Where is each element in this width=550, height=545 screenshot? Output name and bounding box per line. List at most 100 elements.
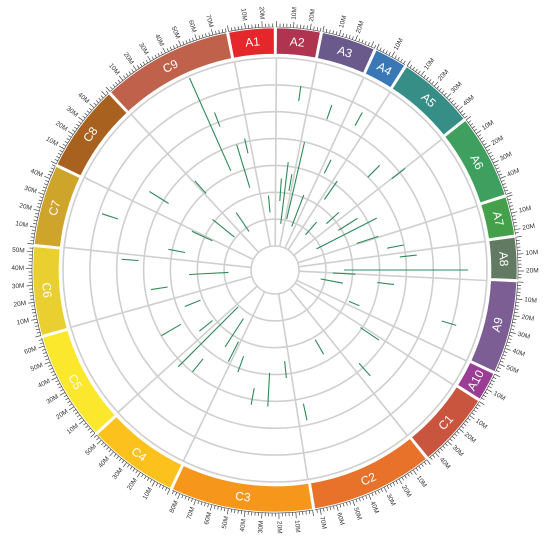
axis-tick <box>512 218 517 221</box>
axis-tick <box>509 331 516 334</box>
axis-tick <box>432 454 436 458</box>
axis-tick <box>418 465 422 470</box>
axis-tick <box>237 510 239 514</box>
axis-tick <box>181 494 184 499</box>
tick-label: 30M <box>451 444 465 458</box>
axis-tick <box>78 121 82 124</box>
data-mark <box>348 300 360 307</box>
axis-tick <box>234 509 236 514</box>
segment-axis <box>322 31 375 49</box>
axis-tick <box>433 81 439 87</box>
axis-tick <box>477 134 482 137</box>
axis-tick <box>234 26 236 31</box>
tick-label: 60M <box>187 19 198 33</box>
axis-tick <box>395 480 399 484</box>
tick-label: 50M <box>84 443 98 457</box>
axis-tick <box>516 298 523 300</box>
axis-tick <box>339 504 342 508</box>
segment-a3 <box>317 32 375 74</box>
axis-tick <box>470 123 474 126</box>
axis-tick <box>76 414 81 418</box>
grid-ring-inner <box>250 245 300 295</box>
axis-tick <box>192 37 194 42</box>
axis-tick <box>93 102 97 106</box>
axis-tick <box>420 70 425 76</box>
data-mark <box>161 323 182 337</box>
axis-tick <box>508 335 513 337</box>
segment-a7 <box>480 196 515 239</box>
axis-tick <box>35 328 40 331</box>
axis-tick <box>358 38 361 43</box>
axis-tick <box>101 442 105 446</box>
segment-label: C9 <box>160 56 180 76</box>
tick-label: 10M <box>481 119 495 132</box>
axis-tick <box>26 250 33 253</box>
axis-tick <box>215 30 217 35</box>
data-mark <box>356 235 379 244</box>
axis-tick <box>491 158 495 161</box>
axis-tick <box>34 322 38 324</box>
tick-label: 10M <box>66 422 80 435</box>
axis-tick <box>72 409 77 412</box>
data-mark <box>224 318 244 348</box>
axis-tick <box>65 397 69 401</box>
axis-tick <box>83 422 87 426</box>
axis-tick <box>208 32 211 37</box>
axis-tick <box>223 507 226 512</box>
axis-tick <box>377 489 380 494</box>
axis-tick <box>87 427 91 431</box>
tick-label: 40M <box>11 265 24 272</box>
axis-tick <box>479 401 485 406</box>
segment-a1 <box>228 27 275 59</box>
axis-tick <box>139 63 143 67</box>
tick-label: 10M <box>15 220 29 229</box>
axis-tick <box>456 430 460 434</box>
axis-tick <box>474 128 478 132</box>
axis-tick <box>485 144 491 149</box>
axis-tick <box>473 409 477 413</box>
axis-tick <box>132 468 136 472</box>
axis-tick <box>468 120 472 123</box>
axis-tick <box>177 493 181 500</box>
axis-tick <box>293 21 295 28</box>
axis-tick <box>448 97 452 101</box>
axis-tick <box>164 487 168 491</box>
tick-label: 40M <box>506 167 520 178</box>
axis-tick <box>426 459 431 465</box>
axis-tick <box>306 25 308 30</box>
axis-tick <box>500 360 504 363</box>
axis-tick <box>35 335 42 338</box>
axis-tick <box>59 149 63 153</box>
axis-tick <box>511 325 516 327</box>
tick-label: 40M <box>153 33 165 47</box>
axis-tick <box>74 411 79 415</box>
data-mark <box>377 281 395 286</box>
axis-tick <box>47 173 52 176</box>
axis-tick <box>166 488 171 495</box>
axis-tick <box>135 470 138 474</box>
tick-label: 10M <box>518 205 532 215</box>
data-mark <box>184 299 201 308</box>
data-mark <box>267 372 271 407</box>
axis-tick <box>35 325 39 327</box>
axis-tick <box>504 347 511 351</box>
segment-a9 <box>470 280 518 372</box>
axis-tick <box>329 506 332 511</box>
axis-tick <box>513 221 517 224</box>
axis-tick <box>493 160 499 164</box>
axis-tick <box>484 391 489 395</box>
axis-tick <box>376 43 380 50</box>
axis-tick <box>355 498 358 503</box>
axis-tick <box>58 386 62 389</box>
axis-tick <box>308 510 311 515</box>
data-mark <box>250 388 255 405</box>
segment-label: C2 <box>359 469 379 488</box>
data-mark <box>399 254 417 258</box>
axis-tick <box>345 34 348 38</box>
axis-tick <box>421 463 424 467</box>
segment-axis <box>109 31 227 92</box>
axis-tick <box>93 434 97 438</box>
tick-label: 30M <box>111 467 124 481</box>
axis-tick <box>392 482 396 486</box>
axis-tick <box>63 394 67 398</box>
